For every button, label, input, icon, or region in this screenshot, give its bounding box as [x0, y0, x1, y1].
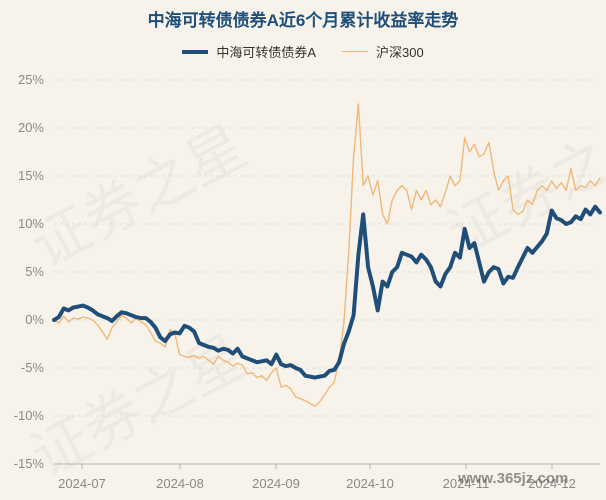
x-tick-label-5: 2024-12	[528, 476, 576, 491]
x-tick-label-2: 2024-09	[252, 476, 300, 491]
x-tick-label-1: 2024-08	[156, 476, 204, 491]
y-tick-label-0: 25%	[18, 72, 44, 87]
legend: 中海可转债债券A 沪深300	[0, 42, 606, 61]
y-tick-label-4: 5%	[25, 264, 44, 279]
legend-item-series-1[interactable]: 沪深300	[341, 42, 424, 61]
chart-title: 中海可转债债券A近6个月累计收益率走势	[147, 11, 459, 30]
y-tick-label-7: -10%	[14, 408, 45, 423]
series-line-0	[52, 204, 602, 380]
y-tick-label-2: 15%	[18, 168, 44, 183]
y-tick-label-3: 10%	[18, 216, 44, 231]
legend-label-series-0: 中海可转债债券A	[216, 45, 316, 60]
watermark: www.365jz.com	[458, 470, 569, 487]
legend-item-series-0[interactable]: 中海可转债债券A	[182, 42, 316, 61]
y-tick-label-1: 20%	[18, 120, 44, 135]
y-tick-label-6: -5%	[21, 360, 45, 375]
x-tick-label-3: 2024-10	[346, 476, 394, 491]
legend-swatch-series-1	[341, 50, 368, 53]
legend-label-series-1: 沪深300	[375, 45, 424, 60]
series-line-1	[53, 103, 601, 408]
y-tick-label-5: 0%	[25, 312, 44, 327]
y-tick-label-8: -15%	[14, 456, 45, 471]
x-tick-label-0: 2024-07	[58, 476, 106, 491]
legend-swatch-series-0	[182, 49, 209, 54]
x-tick-label-4: 2024-11	[443, 476, 490, 491]
